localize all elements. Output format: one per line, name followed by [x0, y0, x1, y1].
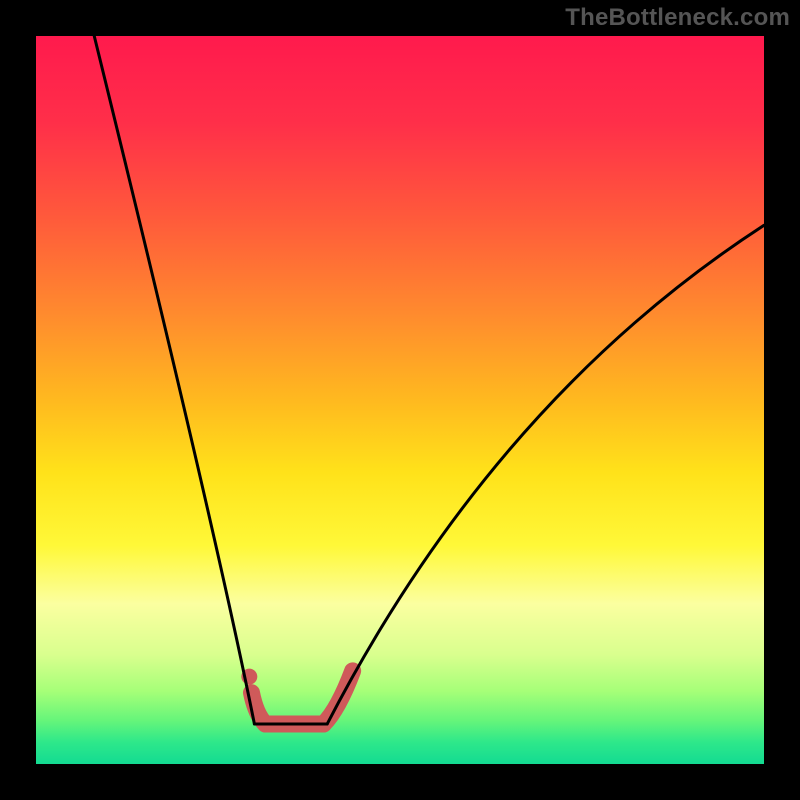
chart-outer	[0, 0, 800, 800]
watermark-text: TheBottleneck.com	[565, 4, 790, 32]
plot-area	[36, 36, 764, 764]
chart-svg	[0, 0, 800, 800]
chart-container: TheBottleneck.com	[0, 0, 800, 800]
